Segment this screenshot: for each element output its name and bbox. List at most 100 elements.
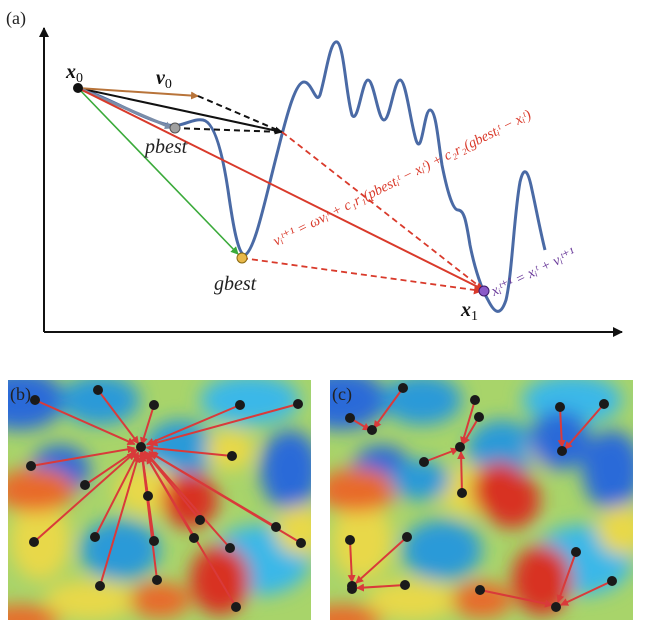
pbest-point: [169, 122, 181, 134]
swarm-particle: [398, 383, 408, 393]
swarm-arrow: [462, 416, 480, 445]
swarm-particle: [93, 385, 103, 395]
swarm-particle: [296, 538, 306, 548]
swarm-particle: [231, 602, 241, 612]
swarm-particle: [455, 442, 465, 452]
heat-blob: [467, 420, 537, 480]
v0-label: v0: [156, 67, 172, 92]
gbest-label: gbest: [214, 273, 257, 295]
swarm-arrow: [33, 451, 136, 543]
panel-a-label: (a): [6, 8, 26, 29]
inertia-arrow: [77, 87, 283, 135]
swarm-particle: [402, 532, 412, 542]
heat-blob: [332, 500, 392, 580]
swarm-arrow: [373, 387, 404, 429]
swarm-particle: [419, 457, 429, 467]
swarm-arrows-b: [30, 389, 302, 608]
pbest-arrow: [77, 86, 173, 130]
dashed-pbest-to-sum: [173, 127, 283, 133]
gbest-arrow: [77, 87, 239, 255]
swarm-particle: [30, 395, 40, 405]
swarm-arrow: [347, 539, 356, 583]
heat-blob: [130, 582, 190, 618]
swarm-arrow: [355, 536, 408, 584]
heat-blob: [60, 380, 140, 425]
heat-blob: [402, 520, 482, 580]
x1-label: x1: [460, 299, 478, 324]
swarm-particles-c: [345, 383, 617, 612]
swarm-particle: [571, 547, 581, 557]
swarm-arrow: [556, 551, 577, 603]
swarm-arrow: [94, 451, 140, 538]
swarm-arrow: [564, 403, 605, 450]
heat-blob: [390, 460, 450, 500]
swarm-arrow: [146, 404, 241, 446]
swarm-arrow: [557, 406, 566, 448]
heat-blob: [472, 462, 528, 518]
swarm-particle: [475, 585, 485, 595]
swarm-particle: [607, 576, 617, 586]
swarm-particle: [227, 451, 237, 461]
swarm-arrow: [138, 453, 158, 581]
swarm-particle: [557, 446, 567, 456]
swarm-particle: [80, 480, 90, 490]
swarm-particle: [400, 580, 410, 590]
swarm-particle: [271, 522, 281, 532]
update-arrow: [77, 87, 485, 291]
swarm-particle: [474, 412, 484, 422]
swarm-particle: [367, 425, 377, 435]
heat-blob: [80, 520, 160, 580]
swarm-particle: [95, 581, 105, 591]
swarm-particle: [143, 491, 153, 501]
heatmap-b: [8, 380, 311, 620]
swarm-particle: [551, 602, 561, 612]
swarm-arrow: [97, 389, 140, 445]
heat-blob: [367, 580, 457, 620]
swarm-arrow: [99, 454, 141, 587]
panel-a: (a) x0 v0 pbest gbest x1 vᵢᵗ⁺¹ = ω: [6, 8, 623, 337]
dashed-gbest-to-x1: [241, 257, 483, 295]
swarm-arrow: [145, 452, 231, 549]
panel-b-label: (b): [10, 384, 31, 405]
heat-blob: [200, 380, 300, 425]
gbest-point: [236, 252, 248, 264]
heat-blob: [330, 468, 397, 512]
v0-arrow: [77, 87, 199, 100]
x1-point: [478, 285, 490, 297]
swarm-arrow: [149, 403, 299, 447]
swarm-arrow: [145, 444, 233, 457]
heat-blob: [45, 580, 135, 620]
x0-label: x0: [65, 61, 83, 86]
swarm-particle: [470, 395, 480, 405]
heat-blob: [330, 605, 382, 620]
swarm-particle: [149, 536, 159, 546]
swarm-particle: [347, 584, 357, 594]
heat-blob: [8, 605, 60, 620]
heat-blob: [452, 582, 512, 618]
heat-blob: [8, 380, 65, 430]
x0-point: [73, 83, 83, 93]
swarm-arrow: [423, 447, 459, 463]
heat-blob: [8, 468, 75, 512]
heat-blob: [205, 430, 255, 470]
swarm-particle: [195, 515, 205, 525]
swarm-particle: [149, 400, 159, 410]
swarm-particle: [345, 413, 355, 423]
panel-c: (c): [330, 380, 633, 620]
panel-b: (b): [8, 380, 311, 620]
heat-blob: [330, 380, 387, 430]
panel-c-label: (c): [332, 384, 352, 405]
heat-blob: [597, 505, 633, 555]
swarm-particle: [555, 402, 565, 412]
position-equation: xᵢᵗ⁺¹ = xᵢᵗ + vᵢᵗ⁺¹: [488, 245, 578, 300]
swarm-particle: [345, 535, 355, 545]
swarm-particle: [225, 543, 235, 553]
swarm-arrow: [560, 580, 613, 606]
swarm-particle: [29, 537, 39, 547]
swarm-arrow: [30, 445, 136, 467]
swarm-arrow: [143, 450, 201, 521]
pbest-label: pbest: [143, 136, 188, 158]
dashed-v0-to-sum: [197, 95, 283, 133]
